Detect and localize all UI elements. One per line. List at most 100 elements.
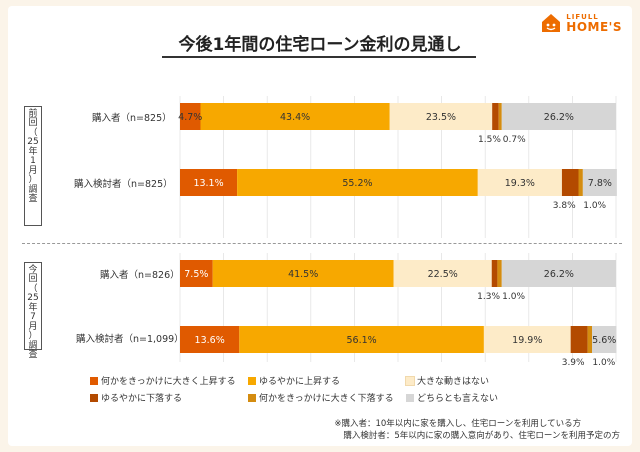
row-label: 購入者（n=826） — [100, 270, 180, 281]
data-label: 19.3% — [505, 178, 535, 189]
chart-title: 今後1年間の住宅ローン金利の見通し — [178, 35, 462, 55]
bar-segment — [393, 260, 492, 287]
legend-label: ゆるやかに上昇する — [259, 377, 341, 387]
bar-segment — [582, 169, 617, 196]
data-label: 7.5% — [184, 269, 208, 280]
note-line: ※購入者：10年以内に家を購入し、住宅ローンを利用している方 — [334, 419, 582, 429]
period-char: 25 — [27, 293, 39, 304]
chart-card — [8, 6, 632, 446]
bar-segment — [483, 326, 571, 353]
data-label: 26.2% — [544, 269, 574, 280]
bar-segment — [587, 326, 593, 353]
data-label: 13.1% — [193, 178, 223, 189]
period-char: 今 — [28, 265, 38, 275]
data-label: 22.5% — [428, 269, 458, 280]
title-underline — [162, 56, 476, 58]
legend-item: 何かをきっかけに大きく上昇する — [90, 374, 248, 387]
period-char: 月 — [28, 321, 38, 332]
period-char: 1 — [30, 156, 36, 167]
bar-segment — [200, 103, 390, 130]
legend-item: 大きな動きはない — [405, 374, 566, 387]
data-label: 26.2% — [544, 112, 574, 123]
data-label: 1.0% — [502, 292, 525, 302]
period-char: ） — [28, 331, 38, 342]
bar-segment — [561, 169, 579, 196]
period-char: 前 — [28, 109, 38, 119]
data-label: 19.9% — [512, 335, 542, 346]
period-char: 年 — [28, 146, 38, 157]
period-char: 7 — [30, 312, 36, 323]
period-char: 月 — [28, 165, 38, 176]
data-label: 13.6% — [195, 335, 225, 346]
period-char: 年 — [28, 302, 38, 313]
bar-segment — [492, 103, 499, 130]
data-label: 55.2% — [342, 178, 372, 189]
note-line: 購入検討者：5年以内に家の購入意向があり、住宅ローンを利用予定の方 — [343, 431, 620, 442]
period-char: 調 — [28, 184, 38, 195]
legend-label: 何かをきっかけに大きく上昇する — [101, 377, 236, 387]
bar-segment — [389, 103, 493, 130]
legend-swatch — [405, 375, 415, 386]
data-label: 56.1% — [347, 335, 377, 346]
footnotes: ※購入者：10年以内に家を購入し、住宅ローンを利用している方 購入検討者：5年以… — [334, 418, 620, 443]
legend-label: 何かをきっかけに大きく下落する — [259, 394, 394, 404]
data-label: 3.9% — [562, 358, 585, 368]
bar-segment — [501, 260, 616, 287]
data-label: 23.5% — [426, 112, 456, 123]
data-label: 1.3% — [477, 292, 500, 302]
legend-swatch — [90, 393, 98, 402]
bar-segment — [498, 103, 502, 130]
legend-item: どちらとも言えない — [406, 391, 566, 404]
period-char: 査 — [28, 193, 38, 204]
bar-segment — [212, 260, 394, 287]
row-label: 購入者（n=825） — [92, 113, 172, 124]
bar-segment — [477, 169, 562, 196]
data-label: 1.0% — [592, 358, 615, 368]
period-char: 査 — [28, 349, 38, 360]
data-label: 5.6% — [592, 335, 616, 346]
data-label: 1.5% — [478, 135, 501, 145]
bar-segment — [592, 326, 617, 353]
period-char: 25 — [27, 137, 39, 148]
period-char: 調 — [28, 340, 38, 351]
house-logo-icon — [542, 14, 561, 32]
row-label: 購入検討者（n=1,099） — [76, 334, 184, 345]
data-label: 7.8% — [588, 178, 612, 189]
data-label: 43.4% — [280, 112, 310, 123]
legend-swatch — [248, 376, 256, 385]
legend-label: どちらとも言えない — [417, 394, 499, 404]
period-char: （ — [28, 283, 38, 294]
legend-swatch — [90, 376, 98, 385]
bar-segment — [497, 260, 502, 287]
period-char: ） — [28, 175, 38, 186]
bar-segment — [180, 169, 238, 196]
bar-segment — [237, 169, 478, 196]
period-char: 回 — [28, 274, 38, 285]
brand-logo: LIFULL HOME'S — [540, 12, 622, 34]
data-label: 41.5% — [288, 269, 318, 280]
legend-label: 大きな動きはない — [417, 377, 490, 387]
legend-item: 何かをきっかけに大きく下落する — [248, 391, 406, 404]
logo-line1: LIFULL — [566, 12, 599, 21]
bar-segment — [578, 169, 583, 196]
period-label-previous: 前回（25 年 1 月）調査 — [24, 106, 42, 226]
legend: 何かをきっかけに大きく上昇する ゆるやかに上昇する 大きな動きはない ゆるやかに下落す… — [90, 374, 600, 404]
bar-segment — [180, 260, 213, 287]
bar-segment — [491, 260, 498, 287]
bar-segment — [180, 103, 201, 130]
bar-segment — [180, 326, 240, 353]
data-label: 4.7% — [178, 112, 202, 123]
group-divider — [22, 243, 622, 244]
period-label-current: 今回（25 年 7 月）調査 — [24, 262, 42, 360]
legend-item: ゆるやかに上昇する — [248, 374, 406, 387]
period-char: （ — [28, 127, 38, 138]
bar-segment — [239, 326, 484, 353]
legend-swatch — [248, 393, 256, 402]
bar-segment — [570, 326, 588, 353]
data-label: 0.7% — [503, 135, 526, 145]
data-label: 1.0% — [583, 201, 606, 211]
legend-swatch — [406, 393, 414, 402]
logo-line2: HOME'S — [566, 19, 622, 34]
bar-segment — [501, 103, 616, 130]
